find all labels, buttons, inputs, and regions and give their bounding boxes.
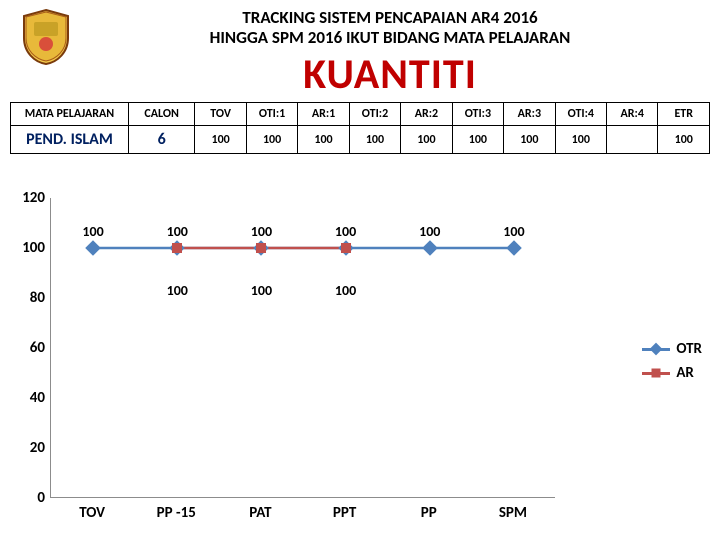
- value-cell: 100: [246, 126, 297, 154]
- title-big: KUANTITI: [80, 49, 700, 100]
- col-header: AR:3: [504, 103, 555, 126]
- square-marker-icon: [341, 243, 351, 253]
- col-header: OTI:1: [246, 103, 297, 126]
- data-label: 100: [167, 223, 188, 240]
- col-header: OTI:3: [452, 103, 503, 126]
- chart: 020406080100120 100100100100100100100100…: [10, 198, 710, 533]
- x-tick-label: SPM: [499, 504, 527, 522]
- col-header: TOV: [195, 103, 246, 126]
- data-table: MATA PELAJARANCALONTOVOTI:1AR:1OTI:2AR:2…: [10, 102, 710, 154]
- y-tick-label: 0: [10, 489, 45, 507]
- data-label: 100: [335, 282, 356, 299]
- value-cell: 100: [504, 126, 555, 154]
- subject-cell: PEND. ISLAM: [11, 126, 129, 154]
- col-header: AR:4: [607, 103, 658, 126]
- data-label: 100: [251, 282, 272, 299]
- y-tick-label: 100: [10, 239, 45, 257]
- table-row: PEND. ISLAM6100100100100100100100100100: [11, 126, 710, 154]
- header: TRACKING SISTEM PENCAPAIAN AR4 2016 HING…: [0, 0, 720, 100]
- title-line-1: TRACKING SISTEM PENCAPAIAN AR4 2016: [80, 8, 700, 28]
- legend-label: OTR: [676, 340, 702, 358]
- data-label: 100: [251, 223, 272, 240]
- y-tick-label: 80: [10, 289, 45, 307]
- x-tick-label: PP: [421, 504, 437, 522]
- table-header-row: MATA PELAJARANCALONTOVOTI:1AR:1OTI:2AR:2…: [11, 103, 710, 126]
- value-cell: 100: [195, 126, 246, 154]
- legend-item-ar: AR: [642, 364, 702, 382]
- value-cell: 100: [452, 126, 503, 154]
- data-label: 100: [167, 282, 188, 299]
- x-tick-label: PAT: [249, 504, 271, 522]
- data-label: 100: [419, 223, 440, 240]
- title-line-2: HINGGA SPM 2016 IKUT BIDANG MATA PELAJAR…: [80, 28, 700, 48]
- legend-item-otr: OTR: [642, 340, 702, 358]
- value-cell: 100: [658, 126, 710, 154]
- plot-area: 100 100 100 100 100 100 100 100 100: [50, 198, 555, 498]
- data-label: 100: [335, 223, 356, 240]
- col-header: CALON: [128, 103, 194, 126]
- col-header: OTI:2: [349, 103, 400, 126]
- legend-label: AR: [676, 364, 694, 382]
- square-marker-icon: [172, 243, 182, 253]
- school-crest-icon: [20, 8, 72, 66]
- col-header: AR:2: [401, 103, 452, 126]
- square-marker-icon: [256, 243, 266, 253]
- data-label: 100: [82, 223, 103, 240]
- data-label: 100: [503, 223, 524, 240]
- x-tick-label: PP -15: [157, 504, 196, 522]
- y-tick-label: 60: [10, 339, 45, 357]
- calon-cell: 6: [128, 126, 194, 154]
- value-cell: 100: [298, 126, 349, 154]
- x-tick-label: PPT: [333, 504, 356, 522]
- col-header: MATA PELAJARAN: [11, 103, 129, 126]
- legend: OTR AR: [642, 340, 702, 388]
- title-block: TRACKING SISTEM PENCAPAIAN AR4 2016 HING…: [80, 8, 700, 100]
- col-header: ETR: [658, 103, 710, 126]
- value-cell: [607, 126, 658, 154]
- col-header: AR:1: [298, 103, 349, 126]
- y-tick-label: 40: [10, 389, 45, 407]
- value-cell: 100: [555, 126, 606, 154]
- value-cell: 100: [349, 126, 400, 154]
- y-tick-label: 120: [10, 189, 45, 207]
- value-cell: 100: [401, 126, 452, 154]
- y-tick-label: 20: [10, 439, 45, 457]
- col-header: OTI:4: [555, 103, 606, 126]
- x-tick-label: TOV: [79, 504, 105, 522]
